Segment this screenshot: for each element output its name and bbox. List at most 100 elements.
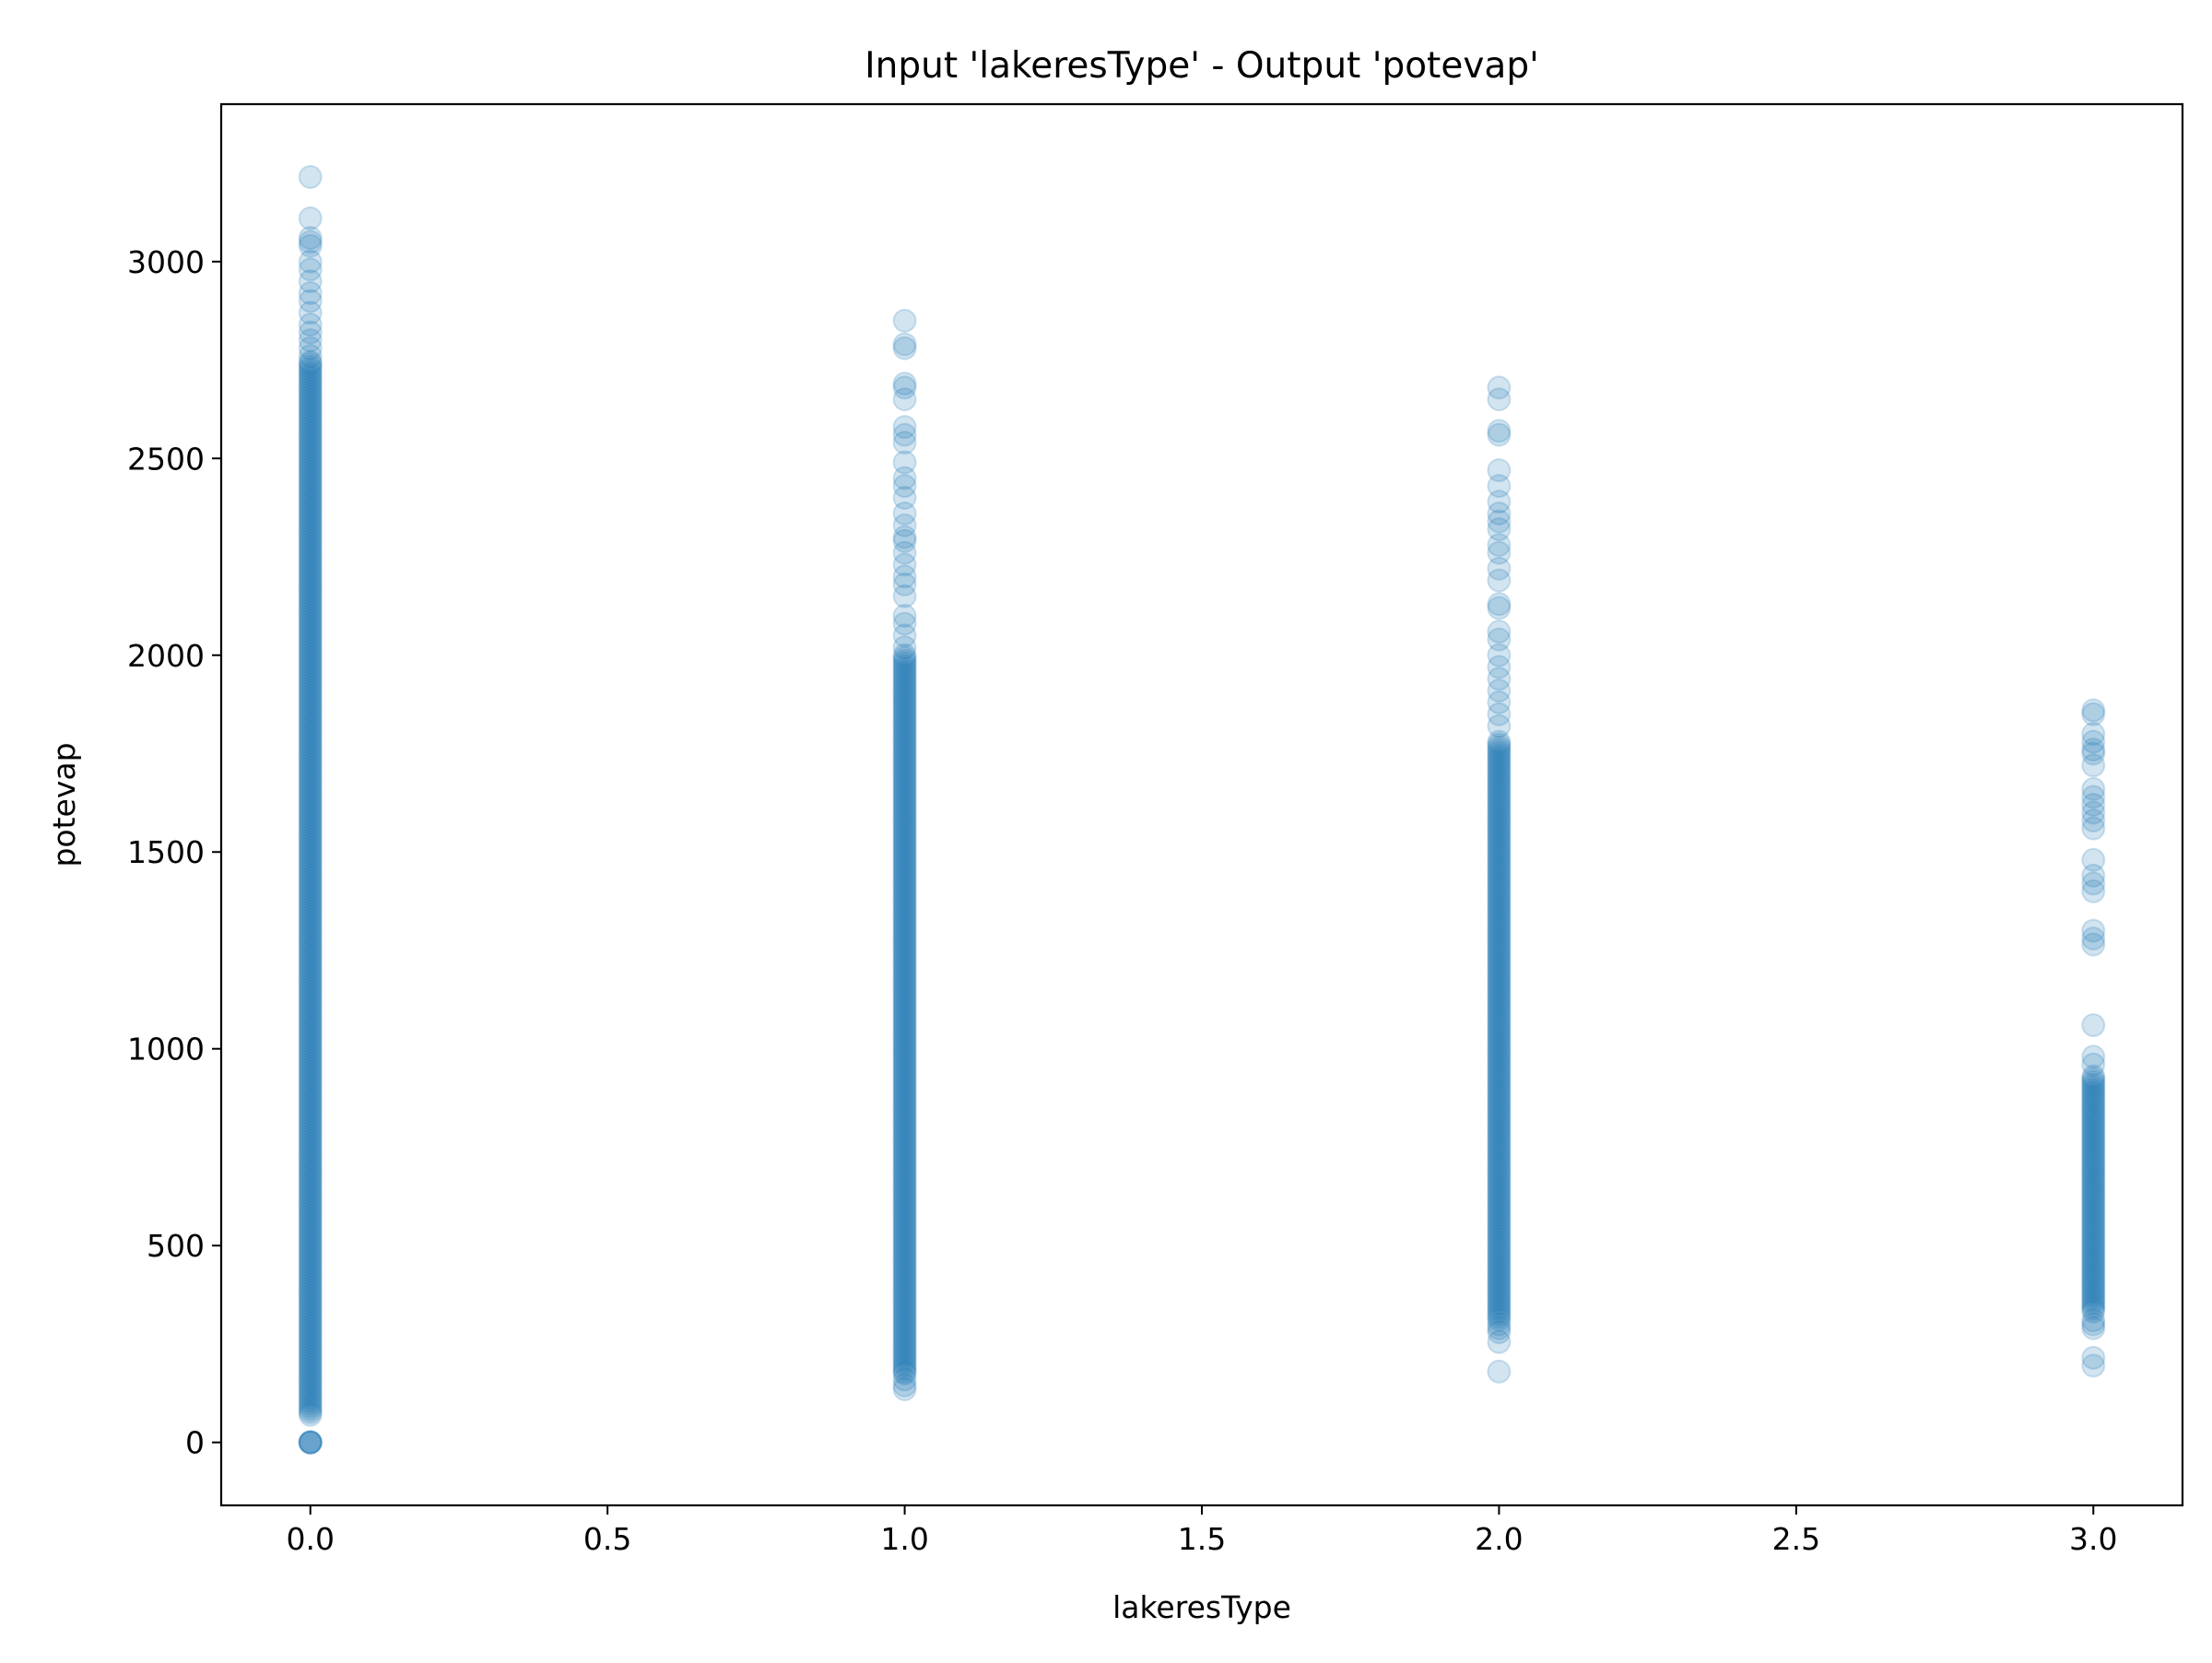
- data-point: [1487, 655, 1512, 679]
- data-point: [2081, 1105, 2106, 1130]
- data-point: [2081, 1177, 2106, 1202]
- data-point: [892, 1032, 917, 1057]
- data-point: [892, 1350, 917, 1375]
- data-point: [298, 1020, 323, 1045]
- data-point: [892, 1377, 917, 1402]
- y-tick-label: 1000: [127, 1032, 205, 1067]
- data-point: [2081, 1299, 2106, 1324]
- data-point: [298, 1023, 323, 1048]
- data-point: [1487, 1161, 1512, 1185]
- data-point: [298, 877, 323, 902]
- data-point: [2081, 1238, 2106, 1263]
- data-point: [2081, 1172, 2106, 1197]
- data-point: [892, 1303, 917, 1328]
- data-point: [298, 926, 323, 951]
- data-point: [1487, 1058, 1512, 1083]
- data-point: [892, 1237, 917, 1262]
- data-point: [892, 839, 917, 864]
- data-point: [298, 998, 323, 1023]
- data-point: [1487, 1260, 1512, 1285]
- data-point: [1487, 762, 1512, 787]
- data-point: [892, 643, 917, 667]
- data-point: [298, 1386, 323, 1410]
- data-point: [298, 454, 323, 478]
- y-tick-label: 2500: [127, 441, 205, 477]
- data-point: [298, 1250, 323, 1275]
- data-point: [2081, 1183, 2106, 1208]
- data-point: [892, 925, 917, 949]
- data-point: [892, 731, 917, 756]
- data-point: [298, 542, 323, 567]
- data-point: [1487, 501, 1512, 526]
- data-point: [1487, 568, 1512, 593]
- data-point: [1487, 903, 1512, 928]
- data-point: [298, 1352, 323, 1377]
- data-point: [298, 384, 323, 409]
- data-point: [892, 1157, 917, 1182]
- data-point: [892, 450, 917, 475]
- data-point: [1487, 945, 1512, 970]
- data-point: [892, 1193, 917, 1218]
- data-point: [298, 664, 323, 689]
- data-point: [1487, 1050, 1512, 1075]
- data-point: [892, 1055, 917, 1079]
- data-point: [298, 1081, 323, 1106]
- data-point: [298, 785, 323, 810]
- data-point: [892, 1287, 917, 1312]
- data-point: [298, 805, 323, 830]
- data-point: [892, 1079, 917, 1104]
- data-point: [298, 412, 323, 437]
- data-point: [298, 1344, 323, 1369]
- data-point: [298, 763, 323, 788]
- data-point: [892, 1309, 917, 1334]
- data-point: [2081, 1308, 2106, 1333]
- data-point: [2081, 1241, 2106, 1266]
- data-point: [892, 525, 917, 549]
- data-point: [298, 257, 323, 282]
- data-point: [892, 1071, 917, 1096]
- data-point: [1487, 757, 1512, 782]
- data-point: [298, 1048, 323, 1073]
- data-point: [298, 752, 323, 777]
- data-point: [298, 360, 323, 384]
- data-point: [1487, 1166, 1512, 1191]
- data-point: [892, 1223, 917, 1248]
- data-point: [892, 1168, 917, 1193]
- data-point: [298, 559, 323, 584]
- data-point: [2081, 1230, 2106, 1255]
- data-point: [892, 1154, 917, 1179]
- data-point: [892, 717, 917, 742]
- data-point: [1487, 1147, 1512, 1172]
- data-point: [1487, 807, 1512, 832]
- data-point: [298, 357, 323, 382]
- data-point: [892, 1281, 917, 1306]
- data-point: [892, 1019, 917, 1044]
- data-point: [1487, 419, 1512, 443]
- data-point: [298, 940, 323, 965]
- data-point: [1487, 1219, 1512, 1244]
- y-tick-label: 0: [185, 1425, 205, 1461]
- data-point: [298, 1222, 323, 1247]
- data-point: [298, 661, 323, 686]
- data-point: [1487, 1028, 1512, 1053]
- data-point: [892, 1165, 917, 1190]
- data-point: [298, 808, 323, 832]
- data-point: [892, 1088, 917, 1113]
- data-point: [298, 1394, 323, 1419]
- data-point: [298, 407, 323, 431]
- data-point: [298, 708, 323, 733]
- data-point: [298, 451, 323, 476]
- data-point: [2081, 1249, 2106, 1274]
- data-point: [1487, 1213, 1512, 1238]
- data-point: [298, 1214, 323, 1239]
- data-point: [1487, 1320, 1512, 1345]
- data-point: [1487, 1089, 1512, 1114]
- data-point: [1487, 1122, 1512, 1147]
- data-point: [1487, 596, 1512, 620]
- data-point: [1487, 1163, 1512, 1188]
- data-point: [298, 230, 323, 254]
- data-point: [298, 1256, 323, 1280]
- data-point: [892, 1143, 917, 1168]
- data-point: [892, 817, 917, 842]
- data-point: [1487, 1014, 1512, 1039]
